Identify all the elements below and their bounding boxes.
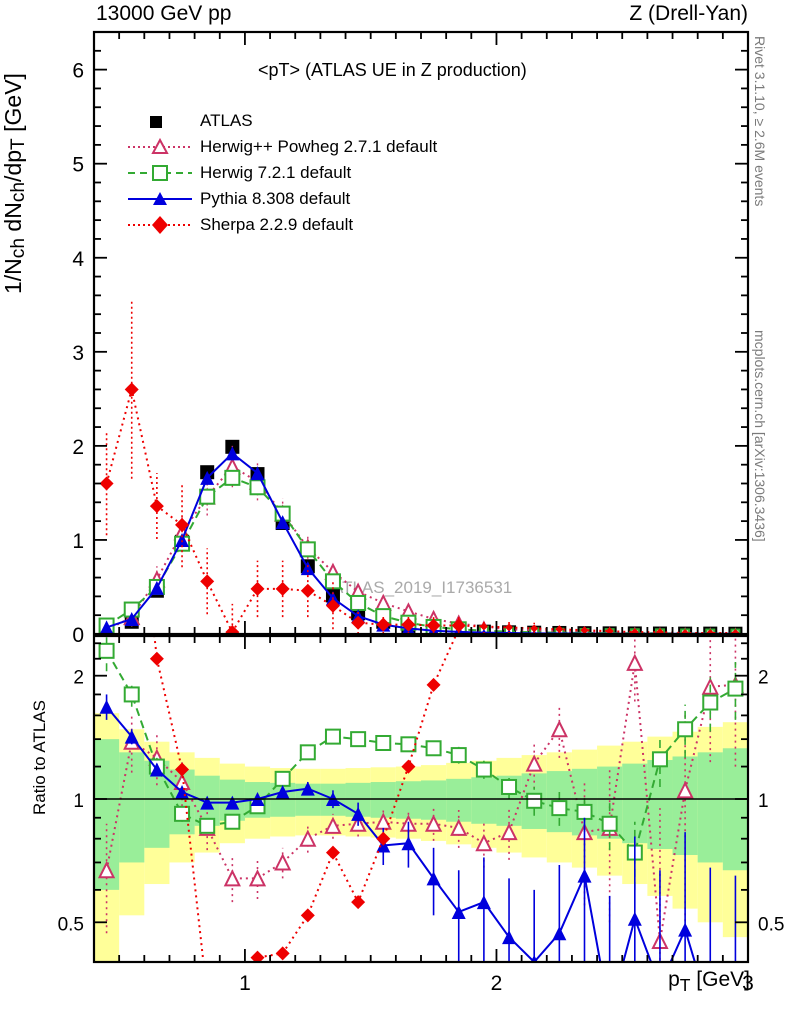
mcplots-reference-annotation: mcplots.cern.ch [arXiv:1306.3436] bbox=[752, 330, 768, 542]
legend-label: ATLAS bbox=[200, 111, 253, 130]
main-panel-curves bbox=[98, 300, 743, 634]
svg-text:6: 6 bbox=[72, 60, 84, 83]
legend-label: Herwig 7.2.1 default bbox=[200, 163, 352, 182]
svg-text:0: 0 bbox=[72, 624, 84, 647]
legend-key-herwig7 bbox=[128, 160, 192, 186]
legend-key-pythia bbox=[128, 186, 192, 212]
analysis-watermark: ATLAS_2019_I1736531 bbox=[332, 578, 513, 597]
header-process: Z (Drell-Yan) bbox=[629, 2, 748, 25]
svg-text:1: 1 bbox=[239, 972, 251, 995]
legend-key-sherpa bbox=[128, 212, 192, 238]
ratio-panel-curves bbox=[97, 636, 745, 962]
legend-key-atlas bbox=[128, 108, 192, 134]
svg-text:0.5: 0.5 bbox=[758, 914, 784, 935]
axis-tick-labels: 0 1 2 3 4 5 6 0.5 0.5 1 1 2 2 1 2 3 bbox=[58, 60, 785, 995]
plot-title: <pT> (ATLAS UE in Z production) bbox=[258, 60, 527, 80]
svg-text:3: 3 bbox=[742, 972, 754, 995]
legend-key-herwigpp bbox=[128, 134, 192, 160]
svg-text:3: 3 bbox=[72, 342, 84, 365]
svg-text:2: 2 bbox=[758, 668, 769, 689]
inner-uncertainty-band bbox=[94, 739, 748, 890]
axis-frames bbox=[92, 30, 750, 964]
svg-text:2: 2 bbox=[491, 972, 503, 995]
svg-text:2: 2 bbox=[72, 436, 84, 459]
svg-text:2: 2 bbox=[73, 668, 84, 689]
svg-text:5: 5 bbox=[72, 154, 84, 177]
legend-label: Herwig++ Powheg 2.7.1 default bbox=[200, 137, 438, 156]
svg-text:4: 4 bbox=[72, 248, 84, 271]
legend-label: Sherpa 2.2.9 default bbox=[200, 215, 354, 234]
svg-text:1: 1 bbox=[758, 791, 769, 812]
svg-text:1: 1 bbox=[73, 791, 84, 812]
rivet-version-annotation: Rivet 3.1.10, ≥ 2.6M events bbox=[752, 36, 768, 207]
svg-text:0.5: 0.5 bbox=[58, 914, 84, 935]
svg-text:1: 1 bbox=[72, 530, 84, 553]
x-axis-label: pT [GeV] bbox=[668, 968, 750, 996]
header-beam-energy: 13000 GeV pp bbox=[96, 2, 232, 25]
legend-label: Pythia 8.308 default bbox=[200, 189, 351, 208]
